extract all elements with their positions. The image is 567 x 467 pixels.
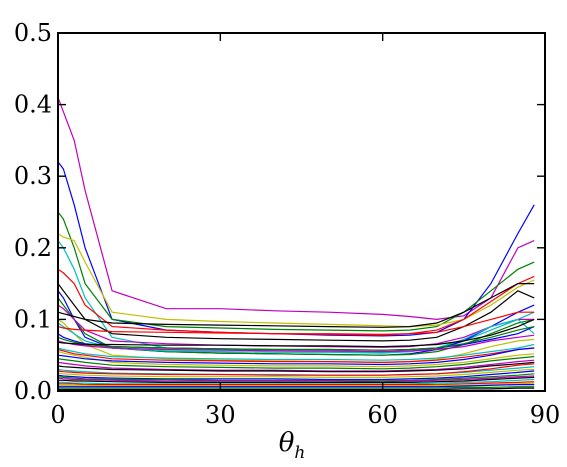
series-line-28 xyxy=(57,368,535,378)
series-line-36 xyxy=(58,384,535,388)
y-tick-label: 0.5 xyxy=(14,19,52,47)
series-line-4 xyxy=(57,233,535,328)
series-line-25 xyxy=(57,361,535,373)
y-tick-label: 0.4 xyxy=(14,91,52,119)
series-line-1 xyxy=(57,97,535,321)
y-tick-label: 0.0 xyxy=(14,377,52,405)
series-line-18 xyxy=(57,318,535,348)
y-tick-label: 0.2 xyxy=(14,234,52,262)
series-line-30 xyxy=(57,373,535,381)
x-axis-title-main: θ xyxy=(279,428,295,458)
tick-layer: 0 30 60 90 0.0 0.1 0.2 0.3 0.4 0.5 xyxy=(14,19,560,429)
x-axis-title-subscript: h xyxy=(294,443,305,463)
series-line-22 xyxy=(57,347,535,366)
series-line-38 xyxy=(58,387,535,391)
series-line-13 xyxy=(57,318,535,354)
series-line-2 xyxy=(57,161,535,337)
y-tick-label: 0.1 xyxy=(14,305,52,333)
series-line-32 xyxy=(58,376,535,383)
plot-frame xyxy=(57,32,546,392)
series-line-16 xyxy=(57,326,535,351)
series-line-3 xyxy=(57,211,535,332)
series-line-37 xyxy=(58,386,535,389)
x-tick-label: 0 xyxy=(50,401,65,429)
x-tick-label: 60 xyxy=(367,401,398,429)
series-line-35 xyxy=(58,382,535,387)
series-line-6 xyxy=(57,268,535,336)
series-line-31 xyxy=(57,375,535,383)
x-tick-label: 90 xyxy=(530,401,561,429)
x-axis-title: θh xyxy=(279,428,306,463)
series-line-17 xyxy=(57,334,535,353)
series-line-19 xyxy=(57,343,535,361)
series-line-29 xyxy=(57,370,535,381)
series-line-23 xyxy=(57,356,535,370)
series-line-24 xyxy=(57,359,535,372)
series-line-11 xyxy=(57,283,535,328)
series-line-21 xyxy=(57,351,535,368)
x-tick-label: 30 xyxy=(205,401,236,429)
series-line-9 xyxy=(57,297,535,356)
series-line-7 xyxy=(57,283,535,342)
series-line-27 xyxy=(57,363,535,376)
series-line-34 xyxy=(58,381,535,386)
series-line-14 xyxy=(57,311,535,336)
series-layer xyxy=(57,97,535,391)
y-tick-label: 0.3 xyxy=(14,162,52,190)
series-line-20 xyxy=(57,347,535,364)
series-line-33 xyxy=(58,378,535,385)
